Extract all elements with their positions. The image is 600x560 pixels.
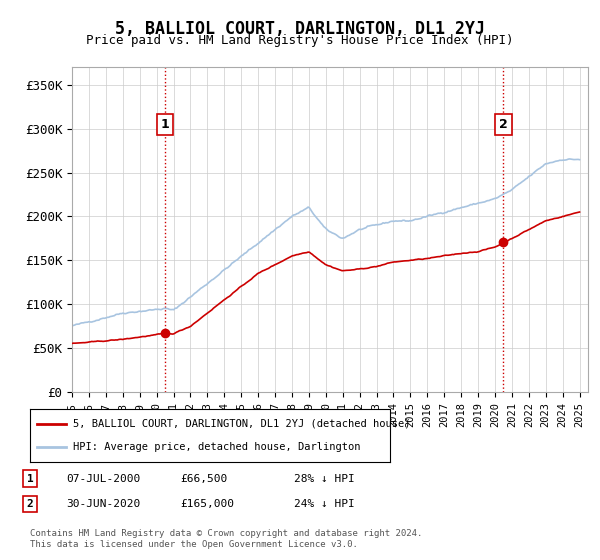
Text: 2: 2 — [26, 499, 34, 509]
Text: 24% ↓ HPI: 24% ↓ HPI — [294, 499, 355, 509]
Text: 5, BALLIOL COURT, DARLINGTON, DL1 2YJ: 5, BALLIOL COURT, DARLINGTON, DL1 2YJ — [115, 20, 485, 38]
Text: Contains HM Land Registry data © Crown copyright and database right 2024.
This d: Contains HM Land Registry data © Crown c… — [30, 529, 422, 549]
Text: 1: 1 — [26, 474, 34, 484]
Text: 30-JUN-2020: 30-JUN-2020 — [66, 499, 140, 509]
Text: 2: 2 — [499, 118, 508, 130]
Text: 5, BALLIOL COURT, DARLINGTON, DL1 2YJ (detached house): 5, BALLIOL COURT, DARLINGTON, DL1 2YJ (d… — [73, 419, 410, 429]
Text: £165,000: £165,000 — [180, 499, 234, 509]
Text: 07-JUL-2000: 07-JUL-2000 — [66, 474, 140, 484]
Text: £66,500: £66,500 — [180, 474, 227, 484]
Text: 1: 1 — [161, 118, 169, 130]
Text: 28% ↓ HPI: 28% ↓ HPI — [294, 474, 355, 484]
Text: Price paid vs. HM Land Registry's House Price Index (HPI): Price paid vs. HM Land Registry's House … — [86, 34, 514, 46]
Text: HPI: Average price, detached house, Darlington: HPI: Average price, detached house, Darl… — [73, 442, 361, 452]
